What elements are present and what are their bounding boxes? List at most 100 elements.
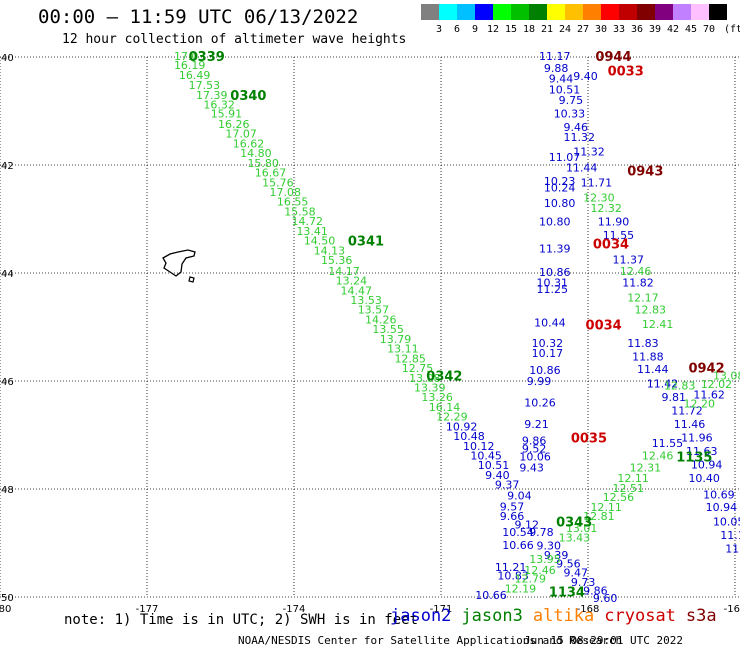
wave-height-value: 10.80 bbox=[539, 216, 571, 229]
wave-height-value: 10.54 bbox=[502, 526, 534, 539]
wave-height-value: 10.23 bbox=[544, 175, 576, 188]
wave-height-value: 9.04 bbox=[507, 489, 532, 502]
wave-height-value: 11.07 bbox=[725, 542, 740, 555]
pass-time-label: 1135 bbox=[676, 451, 712, 466]
y-tick-label: 40 bbox=[1, 53, 14, 64]
wave-height-value: 9.86 bbox=[583, 585, 608, 598]
wave-height-value: 12.32 bbox=[590, 202, 622, 215]
x-tick-label: -165 bbox=[724, 604, 740, 615]
wave-height-value: 15.80 bbox=[247, 157, 279, 170]
wave-height-value: 17.03 bbox=[174, 50, 206, 63]
wave-height-value: 13.08 bbox=[409, 372, 441, 385]
wave-height-value: 13.01 bbox=[566, 522, 598, 535]
color-swatch bbox=[673, 4, 691, 20]
satellite-legend: jason2 jason3 altika cryosat s3a bbox=[390, 606, 727, 626]
wave-height-value: 9.21 bbox=[524, 418, 549, 431]
color-scale-label: 45 bbox=[684, 24, 698, 35]
color-swatch bbox=[439, 4, 457, 20]
wave-height-value: 11.82 bbox=[622, 277, 654, 290]
wave-height-value: 13.55 bbox=[372, 323, 404, 336]
wave-height-value: 9.47 bbox=[564, 567, 589, 580]
wave-height-value: 10.26 bbox=[524, 397, 556, 410]
axis-tick-labels: -180 -177 -174 -171 -168 -165 40 42 44 46 48 50 bbox=[0, 53, 740, 615]
wave-height-value: 9.57 bbox=[500, 500, 525, 513]
wave-height-value: 15.76 bbox=[262, 176, 294, 189]
wave-height-value: 9.56 bbox=[556, 558, 581, 571]
wave-height-value: 9.88 bbox=[544, 62, 569, 75]
credit-line: NOAA/NESDIS Center for Satellite Applica… bbox=[238, 634, 623, 647]
wave-height-value: 10.66 bbox=[475, 589, 507, 602]
wave-height-value: 13.53 bbox=[350, 294, 382, 307]
pass-time-label: 1134 bbox=[549, 586, 585, 601]
legend-cryosat: cryosat bbox=[604, 606, 676, 626]
chatham-islands-shape bbox=[162, 249, 196, 277]
wave-height-value: 14.80 bbox=[240, 147, 272, 160]
color-swatch bbox=[619, 4, 637, 20]
pass-time-label: 0942 bbox=[688, 362, 724, 377]
wave-height-value: 10.31 bbox=[537, 277, 569, 290]
wave-height-value: 9.40 bbox=[485, 469, 510, 482]
color-swatch bbox=[493, 4, 511, 20]
wave-height-value: 9.46 bbox=[564, 121, 589, 134]
wave-height-value: 13.24 bbox=[336, 275, 368, 288]
pass-time-label: 0033 bbox=[608, 65, 644, 80]
color-scale-label: 36 bbox=[630, 24, 644, 35]
legend-s3a: s3a bbox=[685, 606, 717, 626]
color-swatch bbox=[511, 4, 529, 20]
footnote: note: 1) Time is in UTC; 2) SWH is in fe… bbox=[64, 612, 419, 628]
y-tick-label: 46 bbox=[1, 377, 14, 388]
color-swatch bbox=[709, 4, 727, 20]
pass-time-label: 0340 bbox=[230, 89, 266, 104]
color-scale-label: 18 bbox=[522, 24, 536, 35]
wave-height-value: 11.83 bbox=[627, 337, 659, 350]
wave-height-value: 17.08 bbox=[270, 186, 302, 199]
wave-height-value: 12.29 bbox=[436, 411, 468, 424]
x-tick-label: -177 bbox=[136, 604, 159, 615]
wave-height-value: 14.50 bbox=[304, 235, 336, 248]
pass-time-label: 0034 bbox=[586, 318, 622, 333]
wave-height-value: 9.30 bbox=[537, 540, 562, 553]
wave-height-value: 9.39 bbox=[544, 549, 569, 562]
wave-height-value: 12.20 bbox=[684, 398, 716, 411]
wave-height-value: 10.66 bbox=[502, 539, 534, 552]
wave-height-value: 11.44 bbox=[637, 363, 669, 376]
page-subtitle: 12 hour collection of altimeter wave hei… bbox=[62, 32, 407, 47]
wave-height-value: 10.33 bbox=[554, 108, 586, 121]
color-scale-label: 70 bbox=[702, 24, 716, 35]
wave-height-value: 9.75 bbox=[559, 94, 584, 107]
wave-height-value: 12.81 bbox=[583, 510, 615, 523]
wave-height-value: 10.94 bbox=[691, 459, 723, 472]
color-swatch bbox=[655, 4, 673, 20]
wave-height-value: 9.52 bbox=[522, 443, 547, 456]
wave-height-value: 11.62 bbox=[693, 389, 725, 402]
wave-height-value: 11.15 bbox=[720, 529, 740, 542]
wave-height-value: 9.12 bbox=[515, 519, 540, 532]
wave-height-value: 11.42 bbox=[647, 378, 679, 391]
wave-height-value: 15.58 bbox=[284, 205, 316, 218]
wave-height-value: 15.36 bbox=[321, 254, 353, 267]
color-scale-label: 21 bbox=[540, 24, 554, 35]
wave-height-value: 10.94 bbox=[706, 501, 738, 514]
land-masses bbox=[162, 249, 196, 283]
pass-time-label: 0035 bbox=[571, 432, 607, 447]
wave-height-value: 10.92 bbox=[446, 420, 478, 433]
wave-height-value: 16.62 bbox=[233, 137, 265, 150]
x-tick-label: -171 bbox=[430, 604, 453, 615]
color-scale-label: 42 bbox=[666, 24, 680, 35]
color-scale-label: 27 bbox=[576, 24, 590, 35]
wave-height-value: 11.46 bbox=[674, 418, 706, 431]
legend-jason2: jason2 bbox=[390, 606, 452, 626]
wave-height-value: 9.60 bbox=[593, 592, 618, 605]
color-scale-label: 24 bbox=[558, 24, 572, 35]
color-scale-label: 30 bbox=[594, 24, 608, 35]
wave-height-value: 11.44 bbox=[566, 162, 598, 175]
wave-height-value: 14.17 bbox=[328, 265, 360, 278]
wave-height-value: 11.88 bbox=[632, 351, 664, 364]
wave-height-value: 10.05 bbox=[713, 515, 740, 528]
wave-height-value: 14.72 bbox=[292, 215, 324, 228]
wave-height-value: 11.90 bbox=[598, 216, 630, 229]
wave-height-value: 11.21 bbox=[495, 561, 527, 574]
wave-height-value: 10.44 bbox=[534, 317, 566, 330]
wave-height-value: 12.83 bbox=[664, 379, 696, 392]
